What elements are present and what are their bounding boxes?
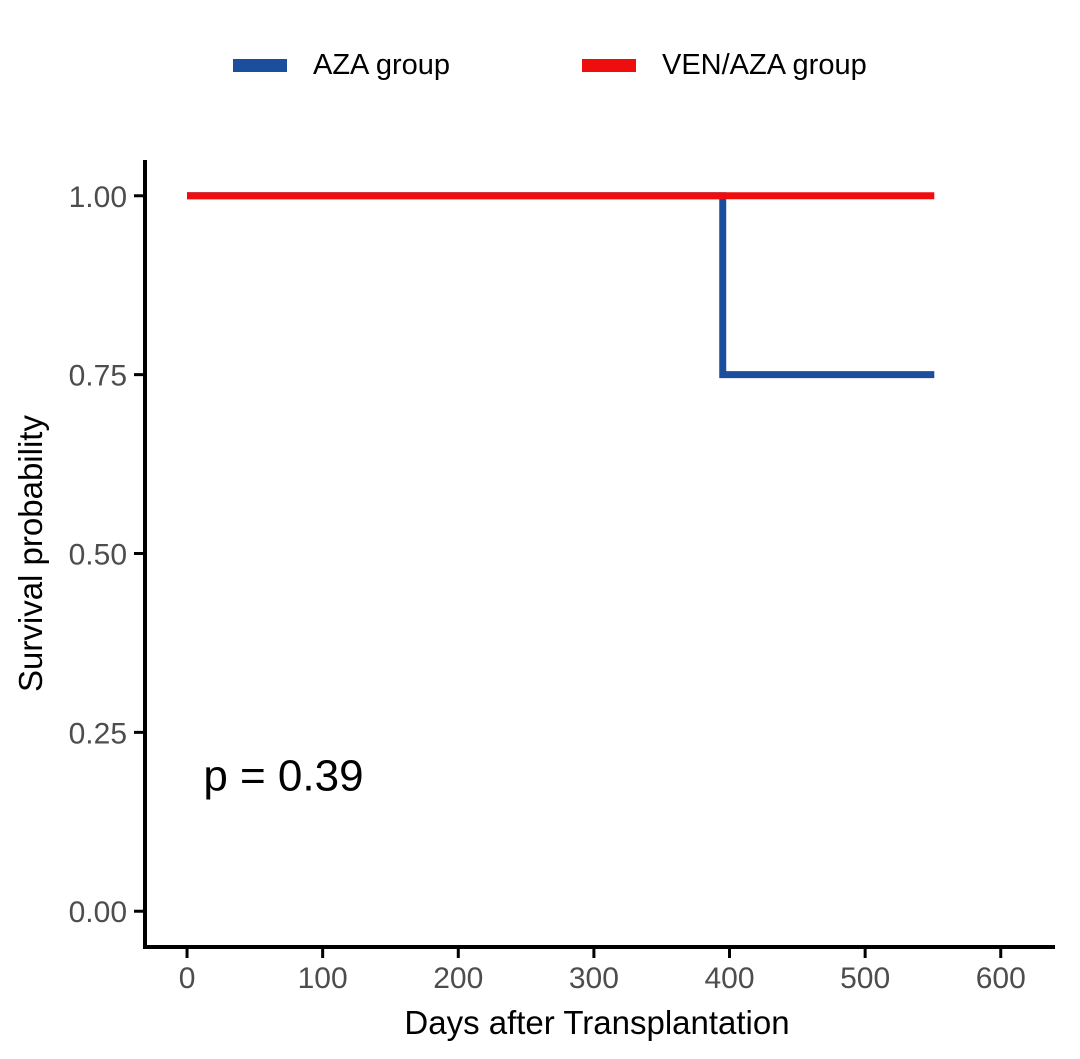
y-tick-label: 1.00 bbox=[69, 181, 127, 214]
x-tick-label: 500 bbox=[840, 962, 890, 995]
venaza-group-line-swatch bbox=[582, 58, 636, 72]
legend-item-aza-group: AZA group bbox=[233, 49, 451, 81]
y-tick-label: 0.50 bbox=[69, 539, 127, 572]
p-value-annotation: p = 0.39 bbox=[203, 751, 363, 800]
x-tick-label: 0 bbox=[179, 962, 196, 995]
aza-group-line-swatch bbox=[233, 58, 287, 72]
legend-item-venaza-group: VEN/AZA group bbox=[582, 49, 867, 81]
y-tick-label: 0.00 bbox=[69, 896, 127, 929]
x-tick-label: 300 bbox=[569, 962, 619, 995]
x-tick-label: 100 bbox=[298, 962, 348, 995]
x-tick-label: 200 bbox=[433, 962, 483, 995]
axis-lines bbox=[143, 160, 1055, 949]
y-axis-title: Survival probability bbox=[12, 415, 49, 692]
x-tick-label: 600 bbox=[976, 962, 1026, 995]
aza-group-legend-label: AZA group bbox=[313, 49, 451, 81]
x-axis-title: Days after Transplantation bbox=[404, 1004, 789, 1041]
x-tick-label: 400 bbox=[704, 962, 754, 995]
y-tick-label: 0.25 bbox=[69, 717, 127, 750]
venaza-group-legend-label: VEN/AZA group bbox=[662, 49, 867, 81]
survival-curve-aza bbox=[187, 192, 935, 379]
y-tick-label: 0.75 bbox=[69, 360, 127, 393]
